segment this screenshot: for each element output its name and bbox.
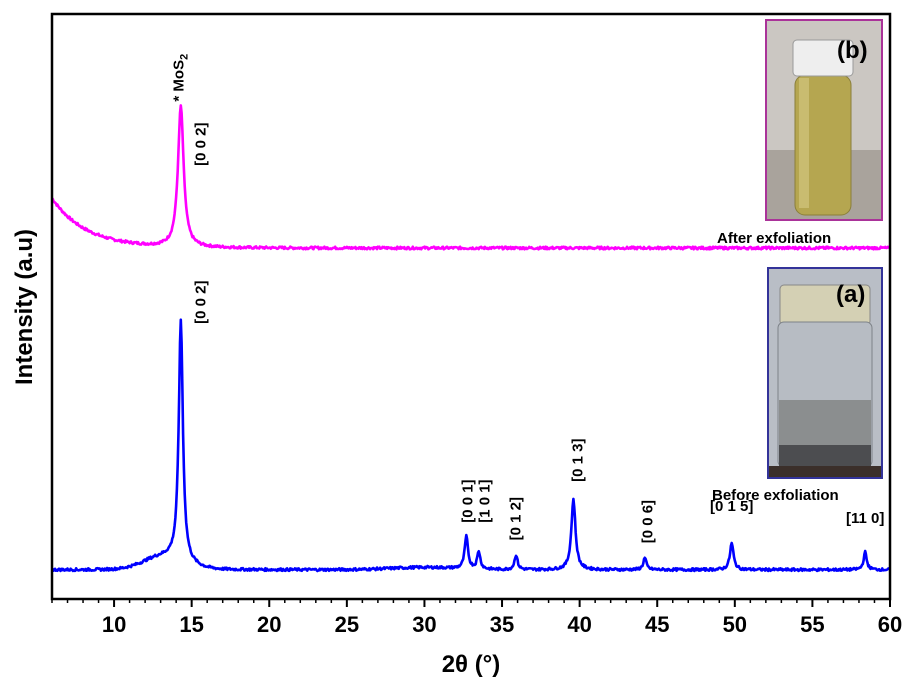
jar-sediment-dark bbox=[779, 445, 871, 466]
x-axis-title: 2θ (°) bbox=[442, 651, 501, 678]
x-tick-label: 45 bbox=[645, 612, 669, 637]
x-tick-label: 60 bbox=[878, 612, 902, 637]
inset-b-letter: (b) bbox=[837, 37, 868, 64]
peak-label: [1 0 1] bbox=[476, 479, 493, 522]
peak-label: [0 0 6] bbox=[639, 500, 656, 543]
x-tick-label: 15 bbox=[179, 612, 203, 637]
peak-label: [0 1 3] bbox=[570, 439, 587, 482]
peak-label: [0 1 5] bbox=[710, 498, 753, 515]
inset-a-caption: Before exfoliation bbox=[712, 487, 839, 504]
vial-highlight bbox=[799, 78, 809, 208]
y-axis-title: Intensity (a.u) bbox=[11, 229, 38, 385]
peak-label: [0 1 2] bbox=[508, 497, 525, 540]
peak-label: * MoS2 bbox=[171, 54, 191, 102]
inset-before-exfoliation: (a) Before exfoliation bbox=[712, 267, 883, 504]
x-tick-label: 25 bbox=[335, 612, 359, 637]
inset-a-table bbox=[769, 466, 881, 477]
x-tick-label: 35 bbox=[490, 612, 514, 637]
peak-label: [11 0] bbox=[846, 510, 884, 527]
peak-label: [0 0 2] bbox=[192, 123, 209, 166]
x-tick-label: 10 bbox=[102, 612, 126, 637]
annotation-layer: [0 0 2] [0 0 2] * MoS2 [0 0 1] [1 0 1] [0 1 2… bbox=[171, 54, 885, 543]
x-axis-ticks: 10 15 20 25 30 35 40 45 50 55 60 bbox=[51, 599, 902, 637]
peak-label: [0 0 1] bbox=[459, 479, 476, 522]
x-tick-label: 55 bbox=[800, 612, 824, 637]
series-line-after bbox=[51, 104, 892, 251]
x-tick-label: 40 bbox=[567, 612, 591, 637]
series-layer bbox=[50, 104, 892, 573]
inset-after-exfoliation: (b) After exfoliation bbox=[717, 19, 883, 247]
series-line-before bbox=[50, 318, 891, 573]
vial-cap bbox=[792, 39, 854, 77]
x-tick-label: 20 bbox=[257, 612, 281, 637]
inset-b-caption: After exfoliation bbox=[717, 230, 831, 247]
x-tick-label: 30 bbox=[412, 612, 436, 637]
inset-a-letter: (a) bbox=[836, 281, 865, 308]
x-tick-label: 50 bbox=[723, 612, 747, 637]
peak-label: [0 0 2] bbox=[192, 281, 209, 324]
